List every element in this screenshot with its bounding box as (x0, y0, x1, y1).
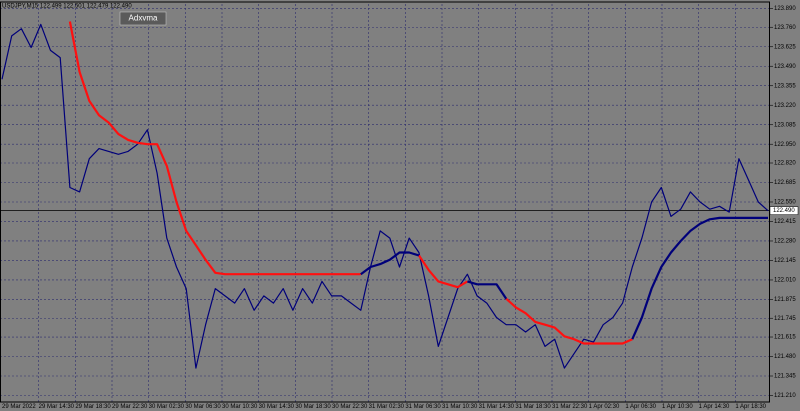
x-tick-label: 29 Mar 14:30 (39, 404, 75, 410)
x-tick-label: 29 Mar 22:30 (112, 404, 148, 410)
last-price-label: 122.490 (773, 208, 795, 214)
x-tick-label: 31 Mar 22:30 (552, 404, 588, 410)
y-tick-label: 122.950 (774, 142, 796, 148)
y-tick-label: 122.280 (774, 239, 796, 245)
y-tick-label: 123.760 (774, 25, 796, 31)
y-tick-label: 123.625 (774, 44, 796, 50)
x-tick-label: 29 Mar 18:30 (75, 404, 111, 410)
x-tick-label: 1 Apr 10:30 (662, 404, 693, 410)
x-tick-label: 1 Apr 18:30 (735, 404, 766, 410)
x-tick-label: 31 Mar 02:30 (369, 404, 405, 410)
x-tick-label: 29 Mar 2022 (2, 404, 36, 410)
y-tick-label: 121.345 (774, 374, 796, 380)
x-tick-label: 30 Mar 06:30 (185, 404, 221, 410)
x-tick-label: 30 Mar 22:30 (332, 404, 368, 410)
y-tick-label: 123.490 (774, 64, 796, 70)
y-tick-label: 123.890 (774, 6, 796, 12)
plot-border (0, 1, 770, 403)
x-tick-label: 31 Mar 06:30 (405, 404, 441, 410)
header: USDJPY,M15 122.499 122.501 122.479 122.4… (2, 4, 132, 10)
y-tick-label: 121.210 (774, 393, 796, 399)
adxvma-line (360, 216, 768, 340)
y-tick-label: 121.745 (774, 316, 796, 322)
y-tick-label: 123.355 (774, 83, 796, 89)
x-tick-label: 30 Mar 14:30 (259, 404, 295, 410)
y-tick-label: 122.550 (774, 200, 796, 206)
x-tick-label: 1 Apr 02:30 (589, 404, 620, 410)
x-tick-label: 30 Mar 02:30 (149, 404, 185, 410)
x-tick-label: 30 Mar 10:30 (222, 404, 258, 410)
y-tick-label: 121.615 (774, 335, 796, 341)
y-tick-label: 121.480 (774, 354, 796, 360)
price-line (1, 23, 769, 369)
y-tick-label: 122.415 (774, 219, 796, 225)
y-tick-label: 122.685 (774, 180, 796, 186)
x-tick-label: 31 Mar 14:30 (479, 404, 515, 410)
y-tick-label: 122.145 (774, 258, 796, 264)
x-tick-label: 1 Apr 14:30 (699, 404, 730, 410)
x-tick-label: 31 Mar 18:30 (515, 404, 551, 410)
x-tick-label: 1 Apr 06:30 (625, 404, 656, 410)
indicator-name[interactable]: Adxvma (129, 14, 158, 23)
x-tick-label: 31 Mar 10:30 (442, 404, 478, 410)
x-tick-label: 30 Mar 18:30 (295, 404, 331, 410)
y-tick-label: 123.085 (774, 122, 796, 128)
y-tick-label: 123.220 (774, 103, 796, 109)
y-tick-label: 122.010 (774, 278, 796, 284)
y-tick-label: 122.820 (774, 161, 796, 167)
indicator-box[interactable] (119, 11, 167, 26)
y-tick-label: 121.875 (774, 297, 796, 303)
last-price-box (769, 206, 799, 215)
adxvma-line (68, 21, 633, 345)
